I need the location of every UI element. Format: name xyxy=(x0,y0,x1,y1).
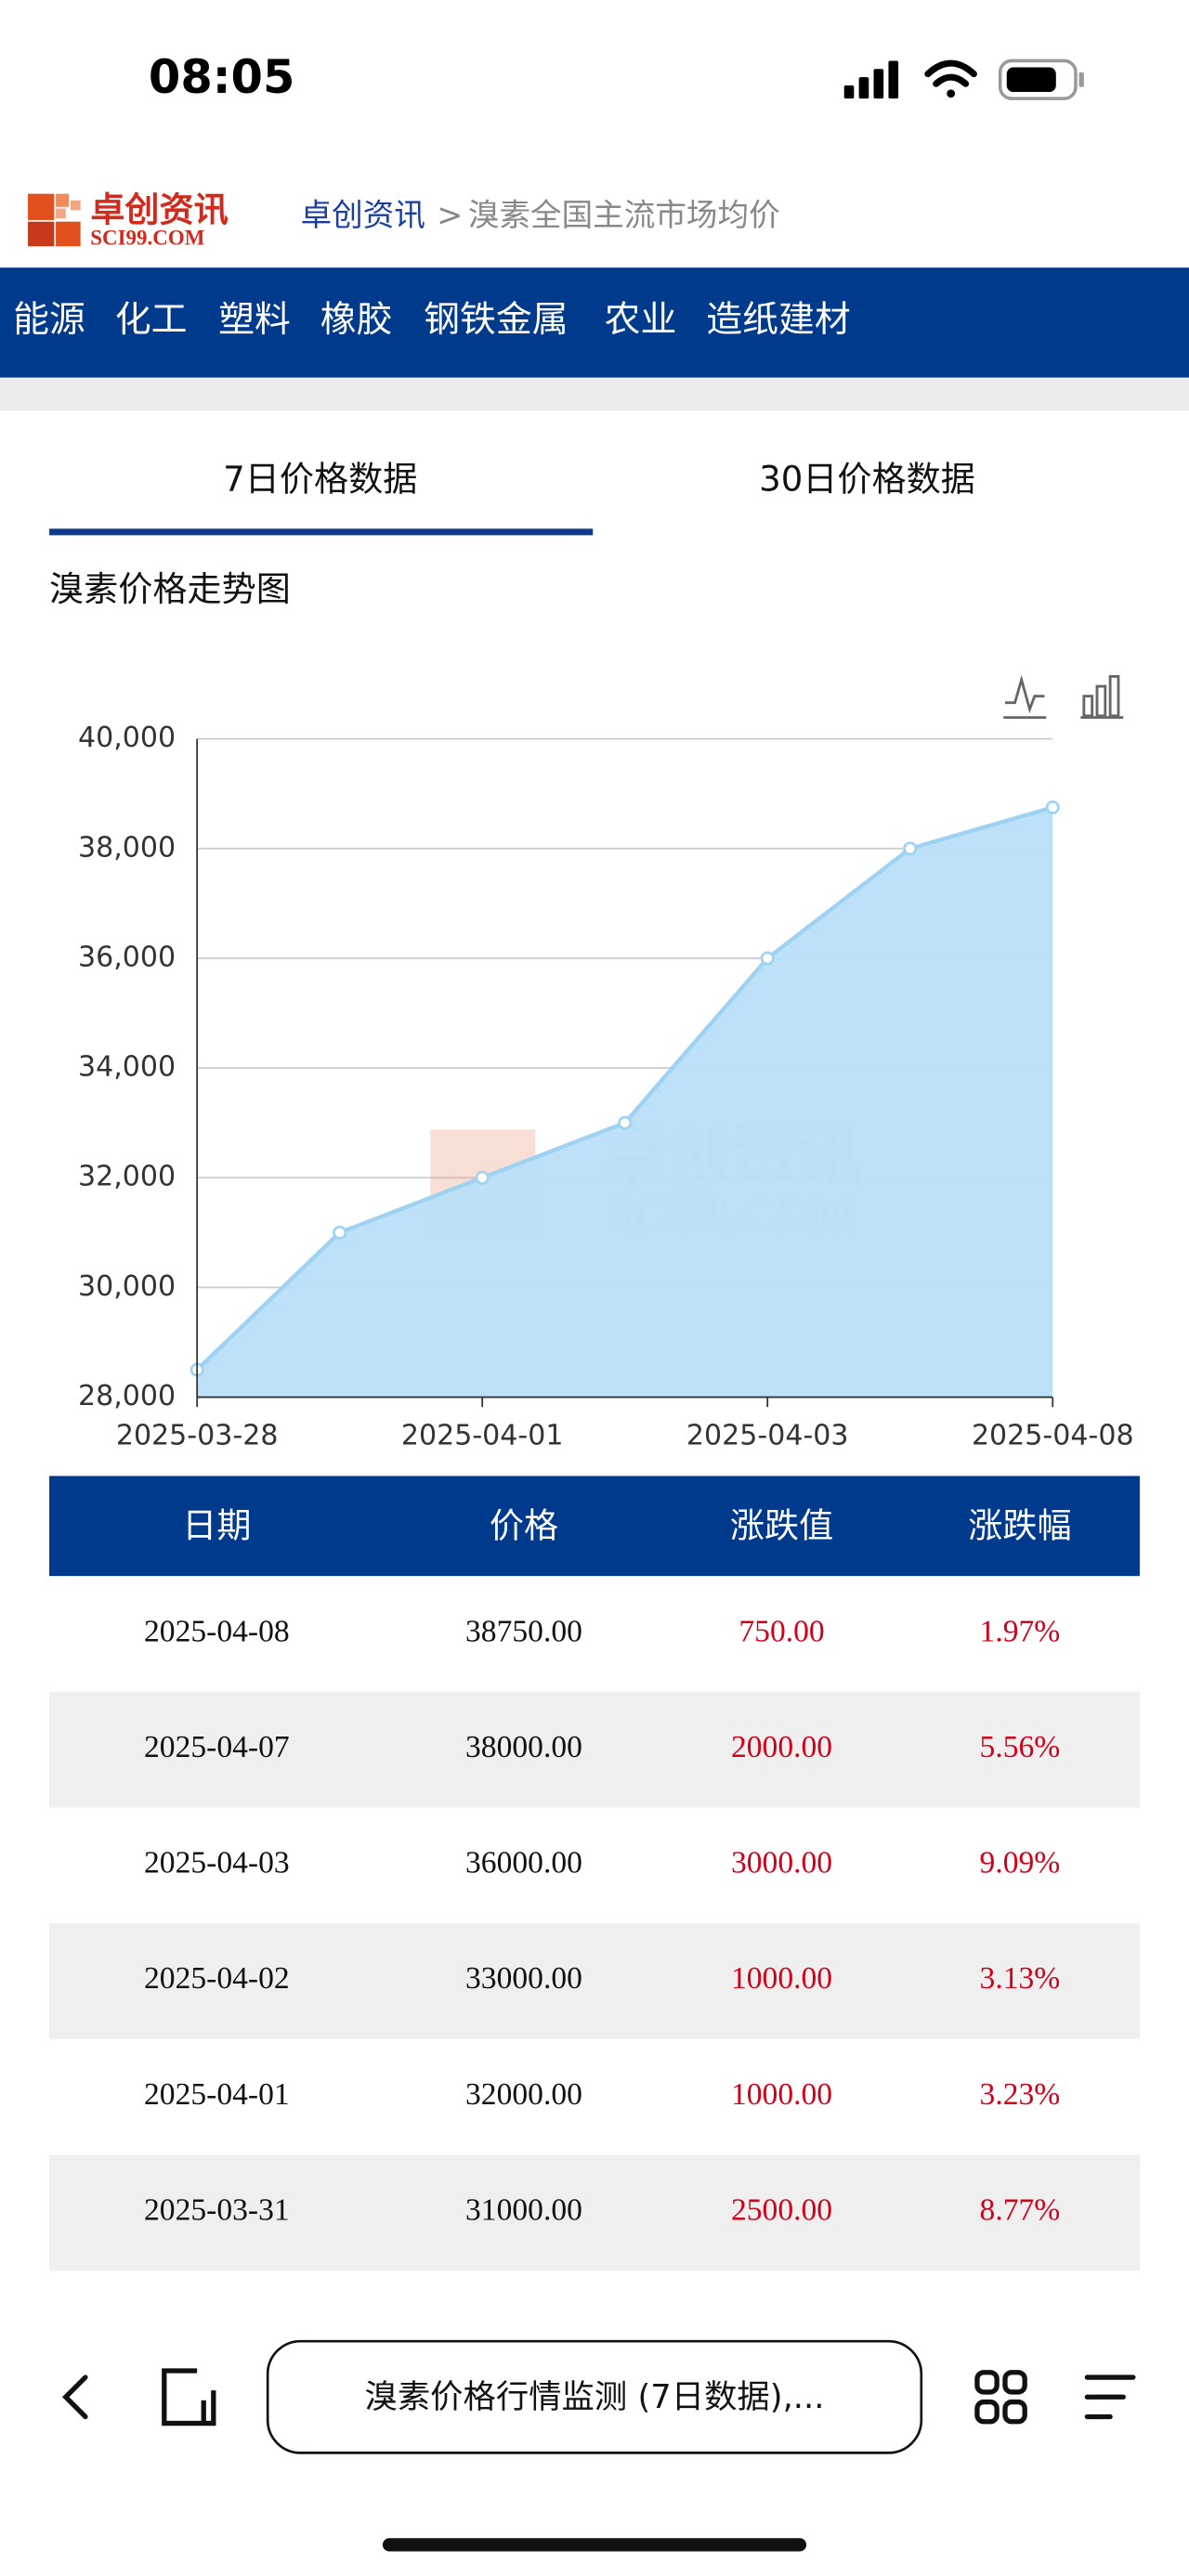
cell: 3000.00 xyxy=(731,1846,832,1880)
breadcrumb-current: 溴素全国主流市场均价 xyxy=(468,197,780,233)
header-cell: 涨跌值 xyxy=(730,1506,833,1546)
cell: 1000.00 xyxy=(731,2077,832,2112)
x-tick-label: 2025-04-08 xyxy=(972,1420,1134,1452)
home-indicator xyxy=(382,2538,807,2552)
table-row xyxy=(49,1807,1140,1924)
cell: 32000.00 xyxy=(465,2077,582,2112)
cell: 3.13% xyxy=(980,1961,1061,1996)
logo-text: 卓创资讯 xyxy=(90,190,228,230)
nav-item[interactable]: 橡胶 xyxy=(320,299,393,341)
data-point xyxy=(475,1170,490,1185)
wifi-icon xyxy=(924,59,977,98)
x-tick-label: 2025-04-03 xyxy=(686,1420,849,1452)
cell: 2025-04-03 xyxy=(144,1846,290,1880)
y-tick-label: 36,000 xyxy=(78,941,176,973)
address-text: 溴素价格行情监测 (7日数据),... xyxy=(364,2378,824,2416)
cell: 8.77% xyxy=(980,2193,1061,2228)
cell: 2025-04-01 xyxy=(144,2077,290,2112)
back-button[interactable] xyxy=(61,2374,88,2420)
cell: 1000.00 xyxy=(731,1961,832,1996)
nav-item[interactable]: 造纸建材 xyxy=(706,299,851,341)
cell: 5.56% xyxy=(980,1730,1061,1764)
y-tick-label: 40,000 xyxy=(78,722,176,754)
nav-bar xyxy=(0,267,1189,378)
bar-chart-icon[interactable] xyxy=(1080,675,1124,720)
cell: 2025-04-08 xyxy=(144,1614,290,1648)
menu-button[interactable] xyxy=(1084,2374,1136,2420)
address-bar[interactable] xyxy=(266,2339,923,2454)
y-tick-label: 34,000 xyxy=(78,1051,176,1084)
data-point xyxy=(760,951,775,966)
table-row xyxy=(49,2154,1140,2271)
cell: 31000.00 xyxy=(465,2193,582,2228)
y-tick-label: 30,000 xyxy=(78,1270,176,1303)
status-time: 08:05 xyxy=(149,50,295,104)
cell: 2500.00 xyxy=(731,2193,832,2228)
header-cell: 价格 xyxy=(490,1506,558,1546)
y-tick-label: 32,000 xyxy=(78,1161,176,1193)
cell: 33000.00 xyxy=(465,1961,582,1996)
area-fill xyxy=(197,807,1053,1398)
y-tick-label: 38,000 xyxy=(78,831,176,864)
logo-sub: SCI99.COM xyxy=(90,226,204,249)
section-title: 溴素价格走势图 xyxy=(49,569,291,609)
cell: 38000.00 xyxy=(465,1730,582,1764)
nav-item[interactable]: 钢铁金属 xyxy=(424,299,568,341)
x-tick-label: 2025-03-28 xyxy=(116,1420,279,1452)
table-row xyxy=(49,1576,1140,1692)
data-point xyxy=(1045,800,1060,814)
apps-button[interactable] xyxy=(974,2370,1027,2425)
tab-active[interactable]: 7日价格数据 xyxy=(223,460,417,500)
table-row xyxy=(49,1691,1140,1808)
cell: 9.09% xyxy=(980,1846,1061,1880)
table-header xyxy=(49,1476,1140,1577)
battery-icon xyxy=(998,59,1084,100)
cell: 2025-03-31 xyxy=(144,2193,290,2228)
nav-item[interactable]: 能源 xyxy=(13,299,85,341)
cell: 36000.00 xyxy=(465,1846,582,1880)
signal-icon xyxy=(843,60,899,99)
price-chart: 28,000 30,000 32,000 34,000 36,000 38,000 40,0… xyxy=(78,722,1134,1451)
price-table: 日期 价格 涨跌值 涨跌幅 2025-04-08 38750.00 750.00 1.97% 2… xyxy=(49,1476,1140,2271)
cell: 3.23% xyxy=(980,2077,1061,2112)
tab-underline xyxy=(49,528,594,536)
line-chart-icon[interactable] xyxy=(1003,674,1047,720)
tabs-button[interactable] xyxy=(162,2368,216,2426)
tab[interactable]: 30日价格数据 xyxy=(759,460,975,500)
cell: 2025-04-07 xyxy=(144,1730,290,1764)
data-point xyxy=(618,1115,633,1130)
data-point xyxy=(333,1225,347,1240)
nav-item[interactable]: 化工 xyxy=(115,299,188,341)
table-row xyxy=(49,1923,1140,2039)
breadcrumb-separator: > xyxy=(437,197,463,233)
header-cell: 日期 xyxy=(182,1506,251,1546)
logo-mark xyxy=(28,193,81,247)
nav-item[interactable]: 塑料 xyxy=(218,299,291,341)
breadcrumb-home[interactable]: 卓创资讯 xyxy=(301,197,425,233)
cell: 750.00 xyxy=(738,1614,824,1648)
cell: 2000.00 xyxy=(731,1730,832,1764)
table-row xyxy=(49,2038,1140,2155)
header-cell: 涨跌幅 xyxy=(968,1506,1071,1546)
cell: 1.97% xyxy=(980,1614,1061,1648)
nav-item[interactable]: 农业 xyxy=(605,299,677,341)
cell: 38750.00 xyxy=(465,1614,582,1648)
x-tick-label: 2025-04-01 xyxy=(401,1420,564,1452)
y-tick-label: 28,000 xyxy=(78,1380,176,1412)
divider xyxy=(0,377,1189,411)
cell: 2025-04-02 xyxy=(144,1961,290,1996)
data-point xyxy=(903,841,918,856)
